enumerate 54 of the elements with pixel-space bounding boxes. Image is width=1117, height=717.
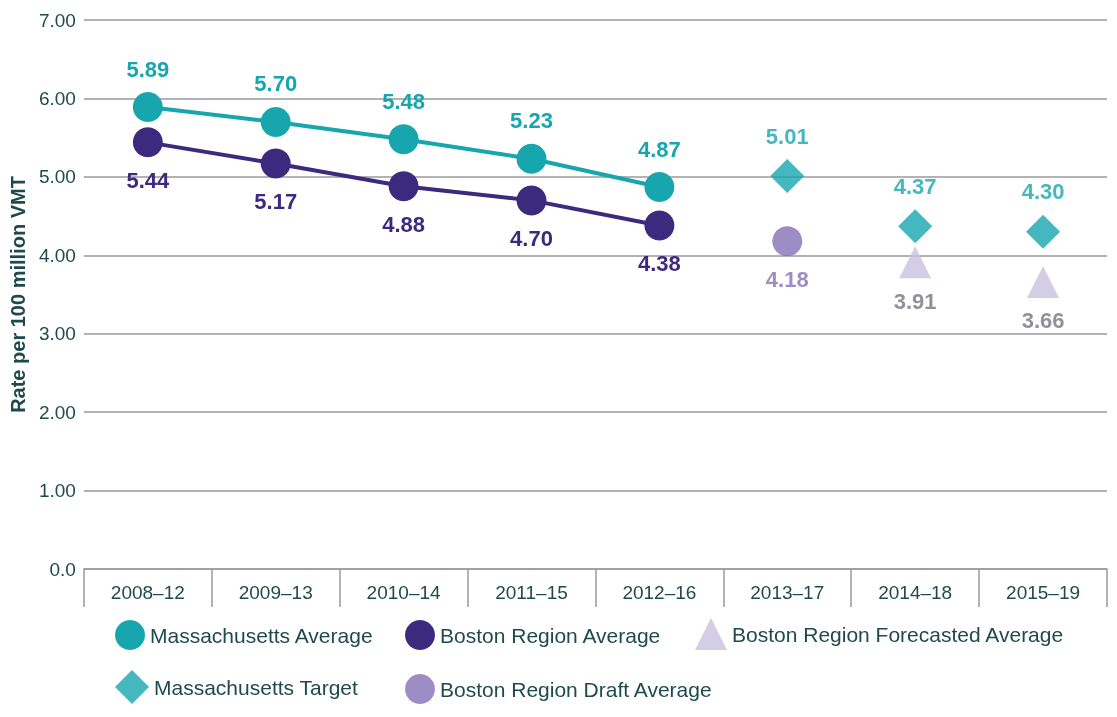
point [1027, 265, 1060, 298]
x-tick-label: 2011–15 [495, 582, 568, 603]
legend-label: Massachusetts Average [150, 623, 373, 647]
y-tick-label: 1.00 [38, 480, 76, 502]
data-label: 4.88 [382, 211, 426, 237]
point [644, 172, 675, 203]
y-tick-label: 5.00 [38, 166, 76, 188]
x-tick-label: 2010–14 [366, 582, 442, 603]
x-tick-label: 2014–18 [878, 582, 953, 603]
x-tick-label: 2008–12 [110, 582, 185, 603]
data-label: 4.30 [1021, 179, 1065, 205]
point [132, 92, 163, 123]
y-tick-label: 2.00 [38, 401, 76, 423]
y-tick-label: 7.00 [38, 9, 76, 31]
point [260, 106, 291, 137]
y-tick-label: 6.00 [38, 87, 76, 109]
data-label: 5.17 [254, 189, 298, 215]
point [516, 185, 547, 216]
data-label: 3.66 [1021, 308, 1065, 334]
data-label: 4.18 [765, 266, 809, 292]
y-axis-title: Rate per 100 million VMT [7, 176, 29, 413]
data-label: 4.87 [637, 136, 681, 162]
data-label: 5.70 [254, 71, 298, 97]
point [644, 210, 675, 241]
point [132, 127, 163, 158]
legend-label: Boston Region Forecasted Average [732, 622, 1064, 646]
y-tick-label: 4.00 [38, 244, 76, 266]
point [770, 159, 805, 194]
x-tick-label: 2012–16 [622, 582, 697, 603]
point [388, 171, 419, 202]
x-tick-label: 2009–13 [238, 582, 313, 603]
legend-label: Boston Region Average [440, 623, 661, 647]
legend-label: Boston Region Draft Average [440, 677, 712, 701]
x-tick-label: 2015–19 [1006, 582, 1081, 603]
data-label: 5.89 [126, 56, 170, 82]
data-label: 5.01 [765, 123, 809, 149]
data-label: 3.91 [893, 288, 937, 314]
data-label: 4.37 [893, 173, 937, 199]
point [516, 143, 547, 174]
point [898, 209, 933, 244]
data-label: 5.44 [126, 167, 170, 193]
point [772, 226, 803, 257]
data-label: 4.70 [510, 225, 553, 251]
data-label: 4.38 [637, 250, 681, 276]
point [899, 246, 932, 279]
point [388, 124, 419, 155]
point [260, 148, 291, 179]
data-label: 5.48 [382, 88, 426, 114]
y-tick-label: 3.00 [38, 323, 76, 345]
legend-label: Massachusetts Target [154, 675, 359, 699]
data-label: 5.23 [510, 108, 553, 134]
y-tick-label: 0.0 [49, 558, 76, 580]
point [1026, 214, 1061, 249]
x-tick-label: 2013–17 [750, 582, 825, 603]
